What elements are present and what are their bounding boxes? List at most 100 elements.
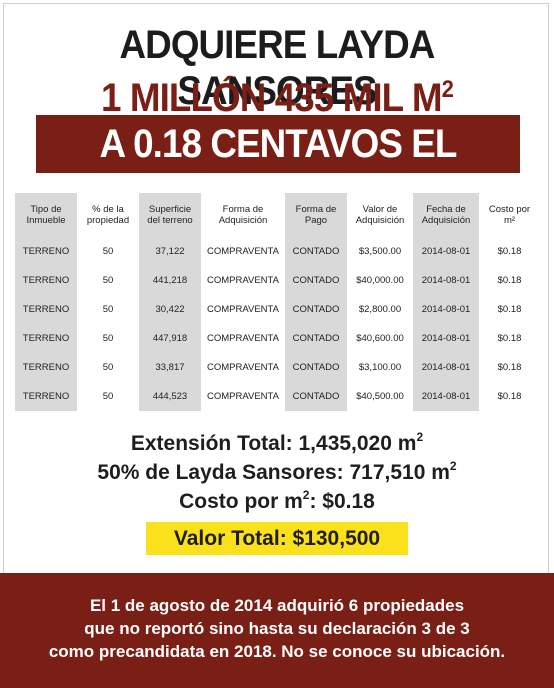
table-cell: 441,218: [139, 266, 201, 295]
summary-layda-sup: 2: [449, 459, 457, 473]
table-header-cell: % de la propiedad: [77, 193, 139, 237]
table-header-text: Forma de: [222, 204, 264, 215]
table-cell: 30,422: [139, 295, 201, 324]
table-cell: 50: [102, 333, 114, 344]
table-header-text: propiedad: [86, 215, 130, 226]
summary-costo-value: : $0.18: [309, 490, 375, 513]
table-cell: 444,523: [139, 382, 201, 411]
properties-table: Tipo de Inmueble% de la propiedad Superfici…: [15, 193, 540, 411]
summary-costo-text: Costo por m: [179, 490, 303, 513]
summary-extension: Extensión Total: 1,435,020 m2: [0, 430, 554, 456]
table-cell: CONTADO: [285, 237, 347, 266]
table-cell: COMPRAVENTA: [207, 391, 279, 402]
table-cell: CONTADO: [285, 382, 347, 411]
table-header-cell: Superficie del terreno: [139, 193, 201, 237]
table-cell: 50: [102, 304, 114, 315]
footer-band: El 1 de agosto de 2014 adquirió 6 propie…: [0, 573, 554, 688]
headline-line2-sup: 2: [441, 76, 454, 103]
table-cell: 2014-08-01: [413, 266, 479, 295]
table-cell: 50: [102, 275, 114, 286]
table-cell: 50: [102, 391, 114, 402]
table-row: TERRENO 50 441,218 COMPRAVENTA CONTADO $40,00…: [15, 266, 540, 295]
summary-costo: Costo por m2: $0.18: [0, 488, 554, 514]
table-cell: $0.18: [497, 362, 522, 373]
table-cell: CONTADO: [285, 353, 347, 382]
table-header-cell: Tipo de Inmueble: [15, 193, 77, 237]
table-header-row: Tipo de Inmueble% de la propiedad Superfici…: [15, 193, 540, 237]
footer-line3: como precandidata en 2018. No se conoce …: [48, 642, 506, 661]
table-header-cell: Fecha de Adquisición: [413, 193, 479, 237]
table-header-cell: Costo por m²: [479, 193, 540, 237]
table-cell: TERRENO: [15, 266, 77, 295]
table-cell: COMPRAVENTA: [207, 362, 279, 373]
table-cell: 2014-08-01: [413, 295, 479, 324]
table-header-text: Adquisición: [421, 215, 471, 226]
summary-costo-sup: 2: [302, 488, 310, 502]
table-cell: TERRENO: [15, 324, 77, 353]
table-cell: TERRENO: [15, 382, 77, 411]
table-cell: $0.18: [497, 333, 522, 344]
table-header-cell: Valor de Adquisición: [347, 193, 413, 237]
table-header-text: m²: [503, 215, 516, 226]
footer-line1: El 1 de agosto de 2014 adquirió 6 propie…: [89, 596, 465, 615]
table-header-text: Inmueble: [26, 215, 66, 226]
table-cell: TERRENO: [15, 353, 77, 382]
table-cell: CONTADO: [285, 266, 347, 295]
table-row: TERRENO 50 447,918 COMPRAVENTA CONTADO $40,60…: [15, 324, 540, 353]
table-cell: COMPRAVENTA: [207, 304, 279, 315]
footer-line2: que no reportó sino hasta su declaración…: [84, 619, 470, 638]
table-row: TERRENO 50 33,817 COMPRAVENTA CONTADO $3,100.…: [15, 353, 540, 382]
table-cell: 2014-08-01: [413, 237, 479, 266]
table-cell: 2014-08-01: [413, 353, 479, 382]
table-header-text: Adquisición: [218, 215, 268, 226]
table-cell: TERRENO: [15, 237, 77, 266]
table-row: TERRENO 50 37,122 COMPRAVENTA CONTADO $3,500.…: [15, 237, 540, 266]
table-header-text: del terreno: [147, 215, 193, 226]
table-cell: $2,800.00: [358, 304, 402, 315]
table-cell: 447,918: [139, 324, 201, 353]
table-cell: 2014-08-01: [413, 324, 479, 353]
table-cell: $0.18: [497, 304, 522, 315]
table-cell: CONTADO: [285, 295, 347, 324]
table-cell: COMPRAVENTA: [207, 275, 279, 286]
table-row: TERRENO 50 30,422 COMPRAVENTA CONTADO $2,800.…: [15, 295, 540, 324]
headline-line2: 1 MILLÓN 435 MIL M2: [22, 68, 532, 120]
table-header-cell: Forma de Pago: [285, 193, 347, 237]
table-header-text: Tipo de: [30, 204, 62, 215]
table-cell: 37,122: [139, 237, 201, 266]
summary-layda-text: 50% de Layda Sansores: 717,510 m: [97, 461, 450, 484]
table-cell: 50: [102, 362, 114, 373]
table-row: TERRENO 50 444,523 COMPRAVENTA CONTADO $40,50…: [15, 382, 540, 411]
headline-line1: ADQUIERE LAYDA SANSORES: [119, 23, 436, 113]
table-cell: TERRENO: [15, 295, 77, 324]
headline-banner: A 0.18 CENTAVOS EL METRO: [36, 115, 520, 224]
table-cell: $0.18: [497, 246, 522, 257]
table-cell: 50: [102, 246, 114, 257]
table-header-text: Superficie: [148, 204, 192, 215]
table-cell: CONTADO: [285, 324, 347, 353]
table-header-cell: Forma de Adquisición: [201, 193, 285, 237]
headline-line2-text: 1 MILLÓN 435 MIL M: [101, 76, 443, 120]
table-cell: $40,500.00: [356, 391, 404, 402]
summary-extension-sup: 2: [416, 430, 424, 444]
table-cell: COMPRAVENTA: [207, 246, 279, 257]
table-cell: 2014-08-01: [413, 382, 479, 411]
table-cell: $40,000.00: [356, 275, 404, 286]
table-header-text: Fecha de: [426, 204, 466, 215]
table-cell: 33,817: [139, 353, 201, 382]
table-cell: $0.18: [497, 391, 522, 402]
table-cell: $3,500.00: [358, 246, 402, 257]
table-cell: COMPRAVENTA: [207, 333, 279, 344]
summary-extension-text: Extensión Total: 1,435,020 m: [130, 432, 417, 455]
table-cell: $40,600.00: [356, 333, 404, 344]
table-header-text: Adquisición: [355, 215, 405, 226]
table-header-text: Forma de: [295, 204, 337, 215]
table-cell: $0.18: [497, 275, 522, 286]
table-header-text: Valor de: [362, 204, 398, 215]
table-header-text: % de la: [92, 204, 124, 215]
summary-layda: 50% de Layda Sansores: 717,510 m2: [0, 459, 554, 485]
table-cell: $3,100.00: [358, 362, 402, 373]
valor-total-highlight: Valor Total: $130,500: [146, 522, 408, 555]
table-header-text: Pago: [304, 215, 328, 226]
table-header-text: Costo por: [488, 204, 531, 215]
